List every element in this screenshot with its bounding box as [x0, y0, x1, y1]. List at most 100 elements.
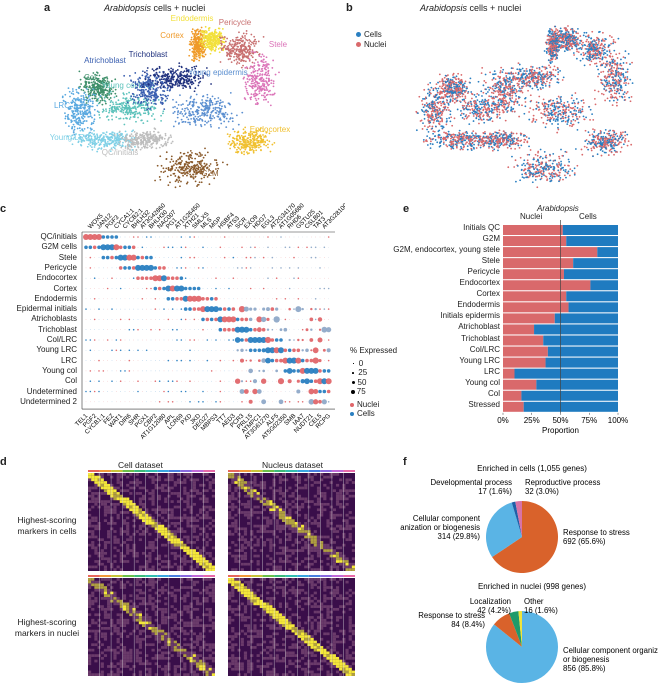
umap-point	[135, 83, 137, 86]
umap-point	[245, 38, 248, 41]
umap-point	[435, 116, 438, 119]
umap-point	[159, 155, 162, 158]
umap-point	[64, 100, 67, 103]
umap-point	[255, 80, 257, 83]
umap-point	[240, 52, 243, 55]
umap-point	[235, 58, 238, 61]
umap-point	[210, 36, 213, 39]
umap-point	[470, 103, 473, 106]
umap-point	[479, 146, 482, 149]
umap-point	[251, 49, 254, 52]
umap-point	[182, 71, 185, 74]
umap-point	[244, 98, 247, 101]
umap-point	[436, 97, 439, 100]
umap-point	[447, 130, 450, 133]
umap-point	[80, 116, 83, 118]
umap-point	[157, 81, 160, 84]
umap-point	[72, 90, 74, 93]
umap-point	[458, 129, 461, 132]
umap-point	[102, 86, 105, 89]
umap-point	[146, 131, 149, 133]
umap-point	[75, 133, 77, 135]
umap-point	[205, 35, 208, 38]
umap-point	[247, 51, 250, 54]
umap-point	[207, 111, 209, 114]
umap-point	[167, 184, 170, 187]
umap-point	[133, 99, 136, 102]
umap-point	[464, 115, 467, 118]
umap-point	[187, 155, 190, 158]
umap-point	[221, 105, 223, 108]
umap-point	[184, 113, 187, 116]
umap-point	[179, 151, 182, 154]
umap-point	[263, 92, 266, 95]
umap-point	[226, 37, 229, 40]
umap-point	[467, 102, 470, 104]
umap-point	[85, 98, 88, 101]
umap-point	[164, 132, 167, 135]
umap-point	[257, 140, 260, 142]
umap-point	[242, 77, 245, 80]
umap-point	[251, 78, 254, 81]
umap-point	[124, 147, 127, 149]
umap-point	[133, 136, 136, 139]
umap-point	[209, 52, 212, 55]
umap-point	[88, 98, 91, 101]
umap-point	[496, 132, 499, 134]
umap-point	[504, 131, 506, 134]
umap-point	[458, 85, 461, 88]
umap-point	[143, 109, 146, 112]
umap-point	[262, 58, 265, 61]
umap-point	[174, 105, 176, 108]
umap-point	[528, 145, 530, 148]
umap-point	[198, 37, 201, 39]
umap-point	[100, 134, 103, 136]
umap-point	[78, 104, 81, 107]
umap-point	[124, 97, 127, 100]
umap-point	[250, 71, 253, 74]
umap-point	[184, 107, 187, 110]
umap-point	[205, 99, 207, 102]
umap-point	[171, 76, 173, 79]
umap-point	[188, 110, 191, 113]
umap-point	[261, 70, 264, 72]
umap-point	[491, 78, 494, 81]
umap-point	[161, 99, 163, 101]
umap-point	[141, 133, 144, 136]
umap-point	[443, 137, 446, 140]
umap-point	[160, 84, 163, 87]
umap-point	[231, 39, 234, 41]
umap-point	[140, 119, 143, 122]
umap-point	[153, 106, 156, 109]
umap-point	[175, 159, 178, 162]
umap-point	[251, 50, 254, 53]
umap-point	[502, 111, 505, 114]
umap-point	[76, 98, 79, 101]
umap-point	[83, 92, 86, 94]
umap-point	[426, 140, 428, 143]
umap-point	[98, 74, 101, 77]
umap-point	[454, 134, 457, 136]
umap-point	[462, 113, 465, 115]
umap-point	[438, 115, 441, 118]
umap-point	[105, 108, 107, 111]
umap-point	[98, 85, 101, 88]
umap-point	[460, 135, 462, 138]
umap-point	[108, 109, 111, 112]
umap-point	[278, 71, 280, 74]
umap-point	[191, 81, 193, 84]
umap-point	[101, 93, 104, 96]
umap-point	[212, 115, 214, 117]
umap-point	[154, 179, 156, 182]
umap-point	[484, 130, 486, 133]
umap-point	[219, 102, 221, 105]
umap-point	[435, 120, 438, 122]
umap-point	[211, 43, 214, 45]
umap-point	[230, 112, 233, 115]
umap-point	[478, 110, 481, 113]
umap-point	[90, 105, 92, 108]
umap-point	[70, 92, 73, 95]
umap-point	[161, 74, 164, 77]
umap-point	[114, 144, 116, 147]
umap-point	[202, 36, 204, 39]
